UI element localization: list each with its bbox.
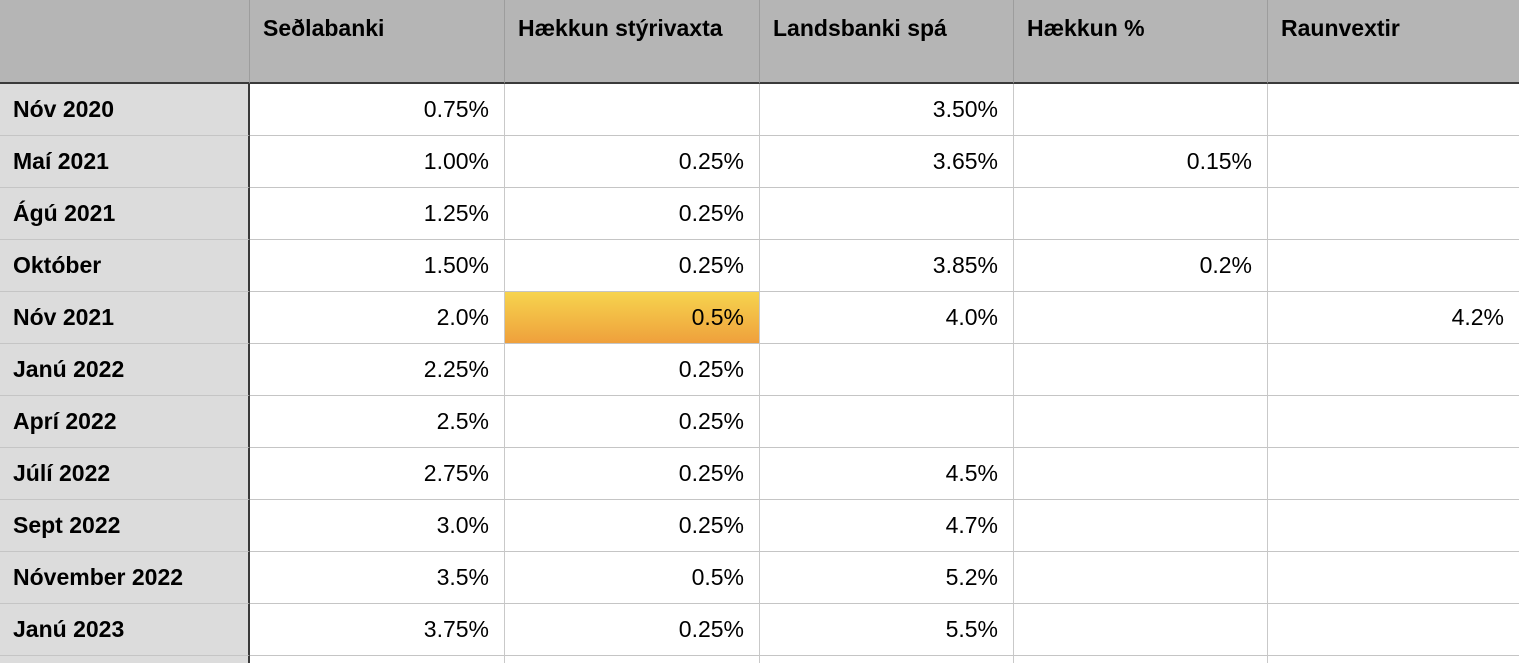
data-cell[interactable]: 3.85% [760, 240, 1014, 292]
data-cell[interactable] [1268, 552, 1519, 604]
row-header-cell[interactable]: Maí 2021 [0, 136, 250, 188]
column-header-haekkun-pct[interactable]: Hækkun % [1014, 0, 1268, 84]
data-cell[interactable] [1268, 188, 1519, 240]
data-cell[interactable]: 0.15% [1014, 136, 1268, 188]
data-cell[interactable]: 1.50% [250, 240, 505, 292]
data-cell[interactable]: 2.5% [250, 396, 505, 448]
partial-data-cell[interactable] [1268, 656, 1519, 663]
data-cell[interactable] [1014, 84, 1268, 136]
data-cell[interactable] [1014, 344, 1268, 396]
data-cell[interactable] [1014, 552, 1268, 604]
data-cell[interactable] [505, 84, 760, 136]
data-cell[interactable] [1268, 396, 1519, 448]
data-cell[interactable]: 5.2% [760, 552, 1014, 604]
data-cell[interactable] [760, 396, 1014, 448]
row-header-cell[interactable]: Október [0, 240, 250, 292]
data-cell[interactable]: 0.2% [1014, 240, 1268, 292]
data-cell[interactable] [1014, 500, 1268, 552]
data-cell[interactable] [1268, 604, 1519, 656]
data-cell[interactable]: 0.25% [505, 188, 760, 240]
data-cell[interactable]: 0.25% [505, 240, 760, 292]
partial-row-header-cell[interactable] [0, 656, 250, 663]
row-header-cell[interactable]: Júlí 2022 [0, 448, 250, 500]
data-cell[interactable]: 3.50% [760, 84, 1014, 136]
partial-data-cell[interactable] [1014, 656, 1268, 663]
column-header-haekkun-styrivaxta[interactable]: Hækkun stýrivaxta [505, 0, 760, 84]
data-cell[interactable]: 0.5% [505, 552, 760, 604]
data-cell[interactable]: 4.5% [760, 448, 1014, 500]
data-cell[interactable] [1268, 500, 1519, 552]
data-cell[interactable]: 0.25% [505, 604, 760, 656]
data-cell[interactable] [1268, 344, 1519, 396]
highlighted-data-cell[interactable]: 0.5% [505, 292, 760, 344]
partial-data-cell[interactable] [250, 656, 505, 663]
column-header-landsbanki-spa[interactable]: Landsbanki spá [760, 0, 1014, 84]
column-header-raunvextir[interactable]: Raunvextir [1268, 0, 1519, 84]
data-cell[interactable] [1014, 188, 1268, 240]
data-cell[interactable]: 3.65% [760, 136, 1014, 188]
data-cell[interactable]: 0.25% [505, 448, 760, 500]
row-header-cell[interactable]: Ágú 2021 [0, 188, 250, 240]
row-header-cell[interactable]: Nóv 2020 [0, 84, 250, 136]
data-cell[interactable] [1268, 448, 1519, 500]
data-cell[interactable]: 2.25% [250, 344, 505, 396]
row-header-cell[interactable]: Aprí 2022 [0, 396, 250, 448]
data-cell[interactable]: 2.0% [250, 292, 505, 344]
data-cell[interactable]: 0.25% [505, 500, 760, 552]
data-cell[interactable] [1268, 84, 1519, 136]
data-cell[interactable]: 1.25% [250, 188, 505, 240]
row-header-cell[interactable]: Janú 2023 [0, 604, 250, 656]
data-cell[interactable]: 0.25% [505, 136, 760, 188]
data-cell[interactable] [1014, 448, 1268, 500]
data-cell[interactable]: 3.75% [250, 604, 505, 656]
data-cell[interactable]: 0.25% [505, 396, 760, 448]
partial-data-cell[interactable] [505, 656, 760, 663]
data-cell[interactable]: 4.0% [760, 292, 1014, 344]
data-cell[interactable]: 3.5% [250, 552, 505, 604]
data-cell[interactable] [760, 188, 1014, 240]
data-cell[interactable]: 3.0% [250, 500, 505, 552]
column-header-sedlabanki[interactable]: Seðlabanki [250, 0, 505, 84]
data-cell[interactable]: 0.25% [505, 344, 760, 396]
data-cell[interactable] [1268, 240, 1519, 292]
data-cell[interactable]: 2.75% [250, 448, 505, 500]
data-cell[interactable] [1014, 396, 1268, 448]
row-header-cell[interactable]: Janú 2022 [0, 344, 250, 396]
data-cell[interactable] [760, 344, 1014, 396]
data-cell[interactable] [1268, 136, 1519, 188]
data-cell[interactable]: 1.00% [250, 136, 505, 188]
corner-header-cell[interactable] [0, 0, 250, 84]
row-header-cell[interactable]: Sept 2022 [0, 500, 250, 552]
data-cell[interactable]: 4.2% [1268, 292, 1519, 344]
data-cell[interactable] [1014, 292, 1268, 344]
row-header-cell[interactable]: Nóv 2021 [0, 292, 250, 344]
partial-data-cell[interactable] [760, 656, 1014, 663]
data-cell[interactable] [1014, 604, 1268, 656]
data-cell[interactable]: 5.5% [760, 604, 1014, 656]
data-cell[interactable]: 4.7% [760, 500, 1014, 552]
data-cell[interactable]: 0.75% [250, 84, 505, 136]
row-header-cell[interactable]: Nóvember 2022 [0, 552, 250, 604]
